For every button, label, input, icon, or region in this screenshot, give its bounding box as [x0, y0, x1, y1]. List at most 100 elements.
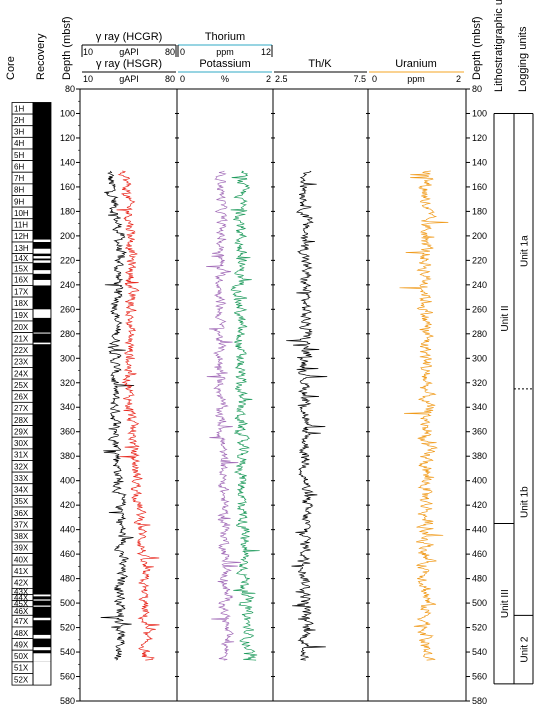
- core-label: 35X: [14, 497, 29, 506]
- hsgr-header-label: γ ray (HSGR): [96, 58, 162, 70]
- depth-tick-label-right: 200: [472, 231, 487, 241]
- core-label: 21X: [14, 334, 29, 343]
- depth-tick-label-right: 340: [472, 402, 487, 412]
- depth-tick-label-left: 340: [60, 402, 75, 412]
- core-label: 33X: [14, 474, 29, 483]
- depth-tick-label-right: 160: [472, 182, 487, 192]
- depth-axis: 80 80 100 100 120 120 140 140 160 160 180 180 200 200…: [60, 84, 487, 706]
- series-line-thorium: [206, 170, 241, 661]
- uranium-header-min: 0: [372, 74, 377, 84]
- depth-tick-label-left: 100: [60, 108, 75, 118]
- core-label: 28X: [14, 416, 29, 425]
- depth-tick-label-right: 400: [472, 476, 487, 486]
- core-label: 46X: [14, 607, 29, 616]
- core-label: 37X: [14, 520, 29, 529]
- header-scale-bars: [81, 44, 464, 73]
- series-line-potassium: [230, 170, 260, 661]
- core-label: 18X: [14, 299, 29, 308]
- potassium-header-max: 2: [266, 74, 271, 84]
- depth-tick-label-right: 240: [472, 280, 487, 290]
- core-label: 23X: [14, 358, 29, 367]
- core-column-label: Core: [5, 56, 17, 80]
- depth-tick-label-left: 580: [60, 696, 75, 706]
- recovery-gap: [33, 605, 51, 607]
- depth-tick-label-left: 520: [60, 623, 75, 633]
- core-label: 14X: [14, 254, 29, 263]
- core-label: 44X: [14, 594, 29, 603]
- log-curves: [100, 170, 449, 661]
- depth-tick-label-left: 460: [60, 549, 75, 559]
- recovery-gap: [33, 256, 51, 259]
- core-label: 30X: [14, 439, 29, 448]
- hcgr-header-max: 80: [165, 47, 175, 57]
- hsgr-header-unit: gAPI: [119, 74, 139, 84]
- core-label: 29X: [14, 427, 29, 436]
- core-label: 39X: [14, 544, 29, 553]
- depth-tick-label-left: 200: [60, 231, 75, 241]
- logging-unit-label: Unit 1b: [520, 486, 531, 518]
- core-label: 25X: [14, 381, 29, 390]
- core-label: 48X: [14, 629, 29, 638]
- core-label: 24X: [14, 369, 29, 378]
- thorium-header-label: Thorium: [205, 31, 245, 43]
- thorium-header-max: 12: [261, 47, 271, 57]
- depth-tick-label-right: 380: [472, 451, 487, 461]
- core-label: 10H: [14, 209, 29, 218]
- depth-tick-label-left: 400: [60, 476, 75, 486]
- depth-tick-label-right: 420: [472, 500, 487, 510]
- recovery-column-label: Recovery: [35, 33, 47, 80]
- depth-tick-label-left: 240: [60, 280, 75, 290]
- recovery-gap: [33, 653, 51, 662]
- core-label: 19X: [14, 311, 29, 320]
- track-frames: [79, 88, 467, 702]
- depth-tick-label-right: 360: [472, 427, 487, 437]
- depth-tick-label-left: 180: [60, 206, 75, 216]
- depth-tick-label-right: 580: [472, 696, 487, 706]
- depth-axis-label-right: Depth (mbsf): [471, 16, 483, 80]
- depth-tick-label-left: 420: [60, 500, 75, 510]
- depth-tick-label-right: 440: [472, 525, 487, 535]
- depth-tick-label-left: 440: [60, 525, 75, 535]
- litho-unit-label: Unit II: [500, 305, 511, 331]
- depth-tick-label-right: 300: [472, 353, 487, 363]
- uranium-header-label: Uranium: [395, 58, 437, 70]
- depth-tick-label-left: 280: [60, 329, 75, 339]
- depth-tick-label-left: 80: [65, 84, 75, 94]
- potassium-header-unit: %: [221, 74, 229, 84]
- core-label: 13H: [14, 244, 29, 253]
- core-label: 45X: [14, 600, 29, 609]
- depth-tick-label-right: 540: [472, 647, 487, 657]
- depth-tick-label-right: 500: [472, 598, 487, 608]
- series-line-uranium: [399, 170, 449, 661]
- core-label: 32X: [14, 462, 29, 471]
- thk-header-min: 2.5: [275, 74, 288, 84]
- depth-tick-label-right: 560: [472, 672, 487, 682]
- depth-tick-label-right: 140: [472, 157, 487, 167]
- recovery-gap: [33, 270, 51, 274]
- core-label: 2H: [14, 116, 24, 125]
- core-label: 8H: [14, 186, 24, 195]
- depth-tick-label-left: 160: [60, 182, 75, 192]
- core-label: 11H: [14, 221, 28, 230]
- core-label: 49X: [14, 640, 29, 649]
- series-line-th-k: [286, 170, 328, 661]
- series-line--ray-hcgr-: [100, 170, 135, 661]
- core-label: 1H: [14, 104, 24, 113]
- depth-tick-label-left: 540: [60, 647, 75, 657]
- recovery-gap: [33, 634, 51, 639]
- depth-tick-label-left: 320: [60, 378, 75, 388]
- core-label: 4H: [14, 139, 24, 148]
- depth-tick-label-right: 320: [472, 378, 487, 388]
- hsgr-header-min: 10: [83, 74, 93, 84]
- potassium-header-min: 0: [180, 74, 185, 84]
- core-label: 41X: [14, 567, 29, 576]
- litho-unit-label: Unit III: [500, 589, 511, 618]
- thk-header-max: 7.5: [353, 74, 366, 84]
- potassium-header-label: Potassium: [199, 58, 250, 70]
- core-label: 43X: [14, 587, 29, 596]
- recovery-gap: [33, 248, 51, 254]
- core-label: 36X: [14, 509, 29, 518]
- core-label: 12H: [14, 232, 29, 241]
